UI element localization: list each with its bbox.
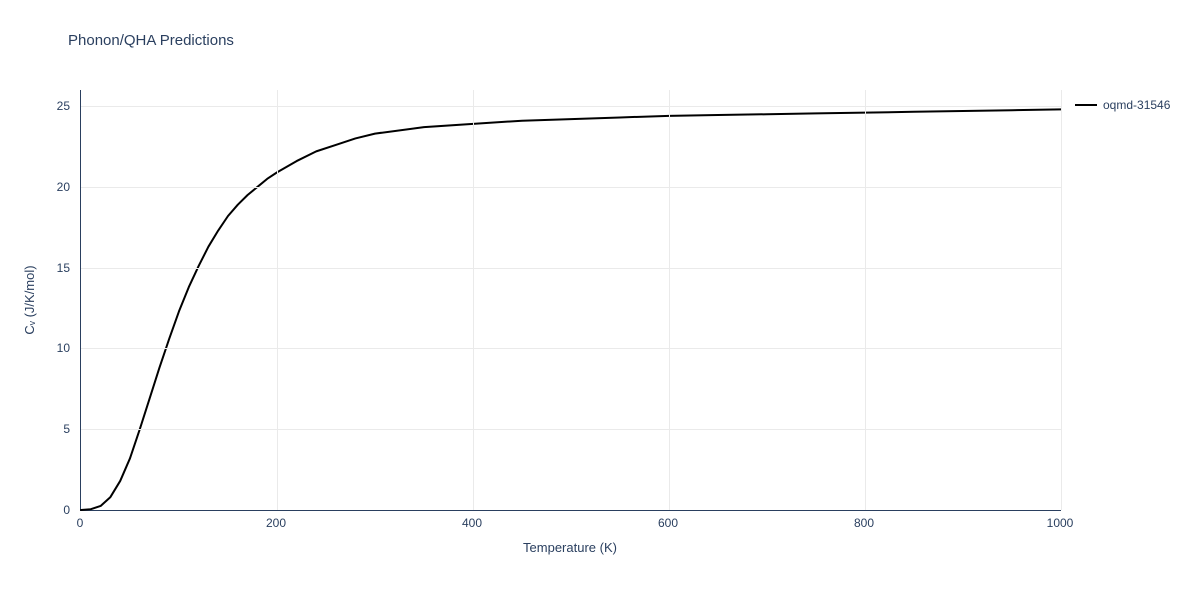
gridline-horizontal xyxy=(81,348,1061,349)
x-tick-label: 200 xyxy=(266,516,286,530)
y-tick-label: 15 xyxy=(57,261,70,275)
legend-swatch xyxy=(1075,104,1097,106)
legend-label: oqmd-31546 xyxy=(1103,98,1170,112)
y-tick-label: 25 xyxy=(57,99,70,113)
x-tick-label: 1000 xyxy=(1047,516,1074,530)
x-tick-label: 800 xyxy=(854,516,874,530)
x-tick-label: 600 xyxy=(658,516,678,530)
gridline-vertical xyxy=(1061,90,1062,510)
legend: oqmd-31546 xyxy=(1075,98,1170,112)
y-tick-label: 10 xyxy=(57,341,70,355)
gridline-vertical xyxy=(669,90,670,510)
gridline-horizontal xyxy=(81,187,1061,188)
gridline-horizontal xyxy=(81,429,1061,430)
chart-title: Phonon/QHA Predictions xyxy=(68,32,234,49)
y-tick-label: 20 xyxy=(57,180,70,194)
gridline-horizontal xyxy=(81,268,1061,269)
series-line xyxy=(81,109,1061,510)
plot-area xyxy=(80,90,1061,511)
y-tick-label: 5 xyxy=(63,422,70,436)
legend-item[interactable]: oqmd-31546 xyxy=(1075,98,1170,112)
line-series xyxy=(81,90,1061,510)
gridline-horizontal xyxy=(81,106,1061,107)
gridline-vertical xyxy=(277,90,278,510)
x-tick-label: 400 xyxy=(462,516,482,530)
y-tick-label: 0 xyxy=(63,503,70,517)
chart-container: Phonon/QHA Predictions 02004006008001000… xyxy=(0,0,1200,600)
x-tick-label: 0 xyxy=(77,516,84,530)
gridline-vertical xyxy=(865,90,866,510)
y-axis-title: Cᵥ (J/K/mol) xyxy=(22,265,37,334)
gridline-vertical xyxy=(473,90,474,510)
x-axis-title: Temperature (K) xyxy=(523,540,617,555)
